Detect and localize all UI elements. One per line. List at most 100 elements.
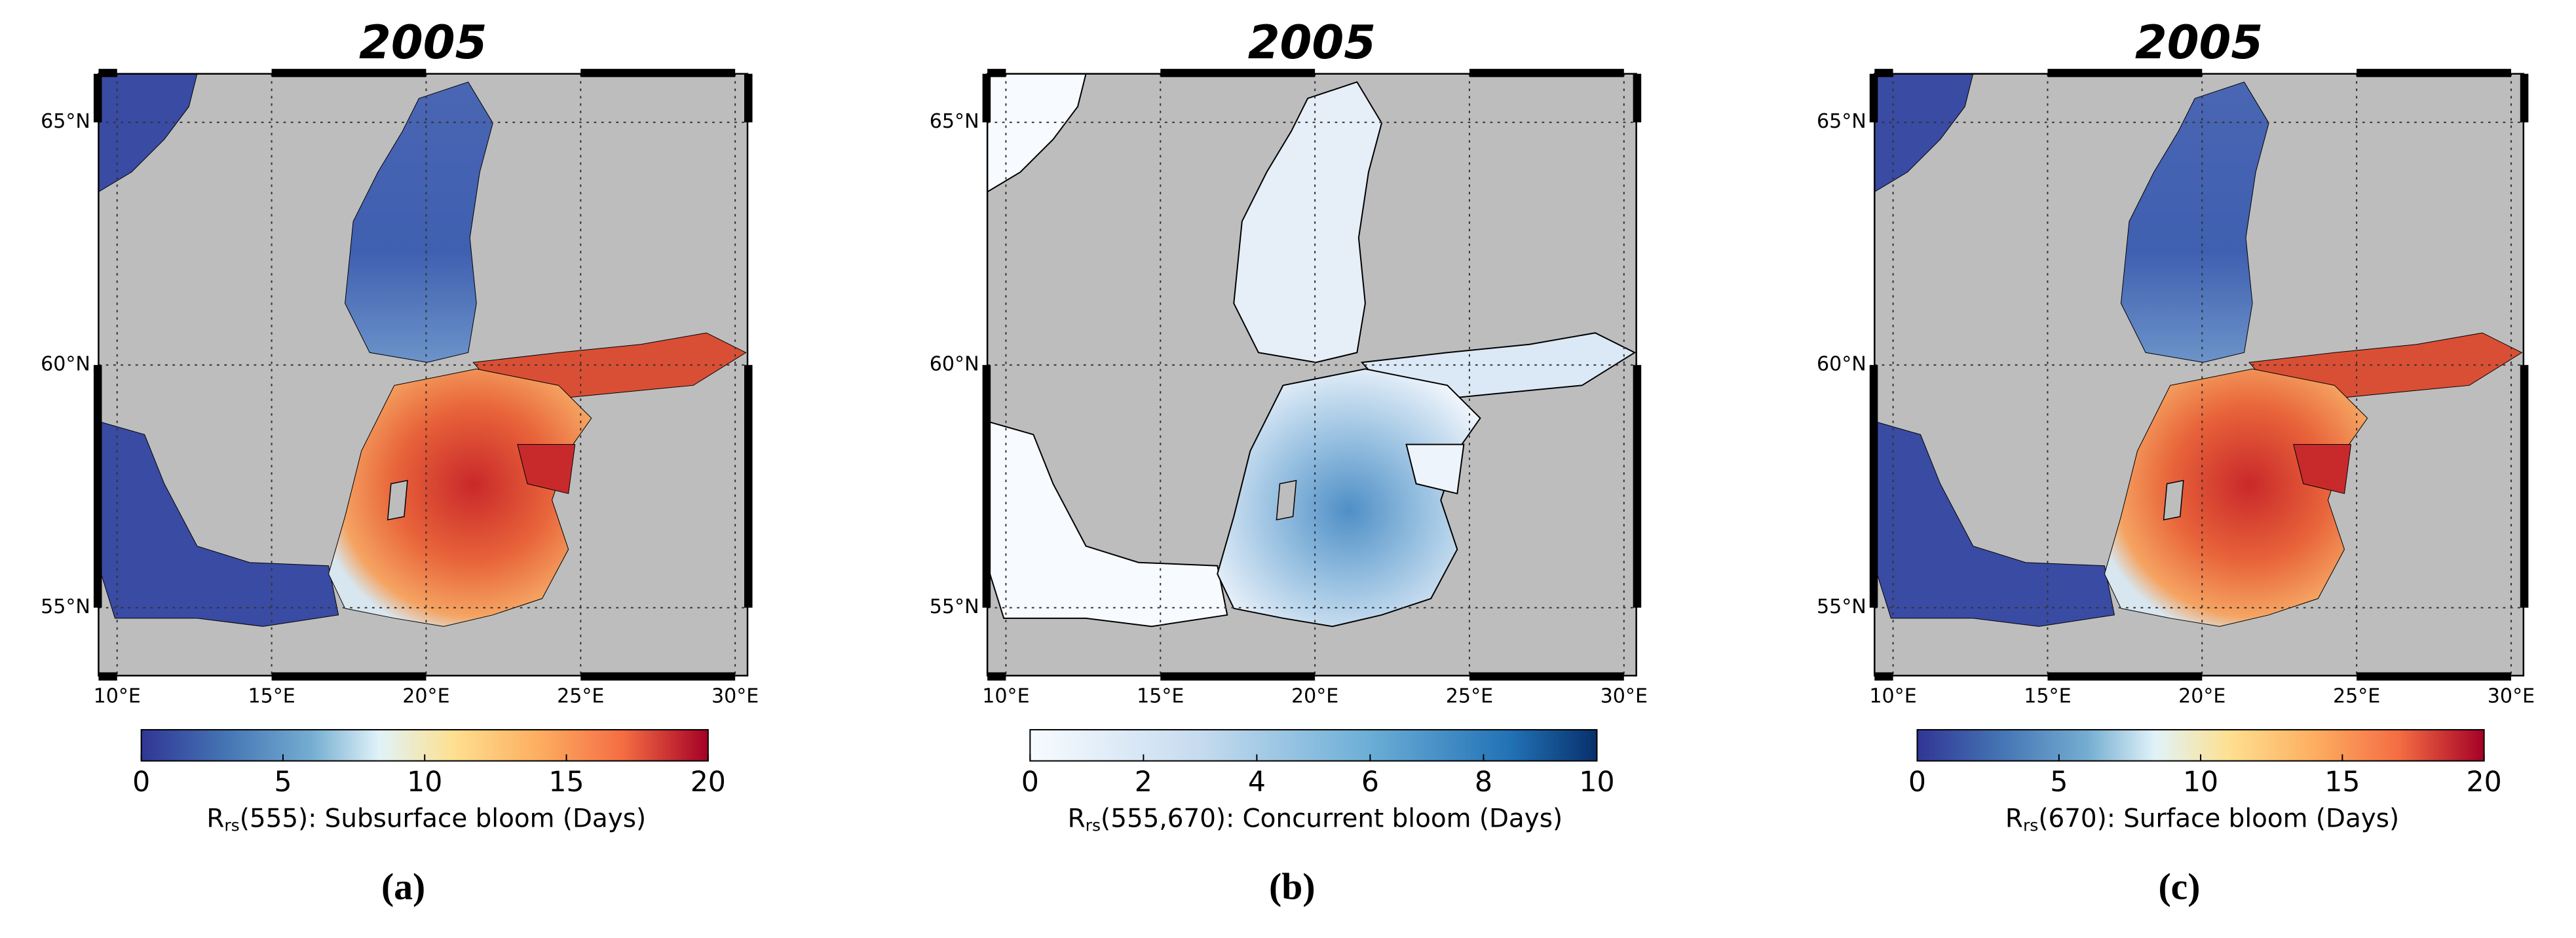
colorbar-tick-label: 0 [1021, 766, 1039, 798]
x-tick-label: 20°E [1291, 685, 1338, 708]
sea-region [2120, 81, 2269, 363]
border-bar [1869, 73, 1878, 122]
x-tick-label: 30°E [711, 685, 759, 708]
border-bar [1160, 672, 1316, 681]
x-tick-label: 25°E [2333, 685, 2380, 708]
x-tick-label: 30°E [2488, 685, 2535, 708]
panel-label: (b) [1269, 867, 1315, 908]
colorbar-label: Rrs(555,670): Concurrent bloom (Days) [1068, 804, 1563, 835]
colorbar-tick-label: 10 [2183, 766, 2218, 798]
colorbar-tick-label: 2 [1135, 766, 1152, 798]
x-tick-label: 15°E [248, 685, 295, 708]
y-tick-label: 65°N [41, 110, 90, 133]
colorbar-tick-label: 10 [407, 766, 442, 798]
panel-label: (c) [2158, 867, 2200, 908]
border-bar [580, 69, 736, 77]
y-tick-label: 65°N [1817, 110, 1866, 133]
sea-region [1233, 81, 1383, 364]
border-bar [2047, 672, 2203, 681]
island [2163, 479, 2184, 521]
border-bar [987, 672, 1006, 681]
x-tick-label: 15°E [2024, 685, 2071, 708]
border-bar [1633, 73, 1642, 122]
border-bar [744, 73, 753, 122]
border-bar [271, 672, 426, 681]
border-bar [580, 672, 736, 681]
sea-region [345, 81, 493, 363]
label-symbol: R [206, 804, 224, 833]
x-tick-label: 20°E [402, 685, 449, 708]
colorbar-tick-label: 8 [1475, 766, 1492, 798]
sea-region [2104, 368, 2368, 627]
border-bar [1874, 69, 1893, 77]
island [387, 479, 408, 521]
panel: 2005 10°E 15°E 20°E 25°E 30°E 55°N 60°N 65°N 0 2 4 6… [930, 16, 1648, 907]
colorbar-tick-label: 15 [2324, 766, 2360, 798]
sea [98, 73, 747, 627]
border-bar [982, 73, 991, 122]
colorbar-label: Rrs(555): Subsurface bloom (Days) [206, 804, 646, 835]
border-bar [2357, 69, 2511, 77]
sea-region [1217, 368, 1481, 628]
border-bar [1469, 69, 1624, 77]
x-tick-label: 25°E [1446, 685, 1493, 708]
island [1276, 479, 1297, 521]
colorbar-tick-label: 5 [2050, 766, 2068, 798]
sea-region [1874, 421, 2115, 627]
border-bar [93, 73, 102, 122]
x-tick-label: 30°E [1601, 685, 1648, 708]
border-bar [98, 672, 117, 681]
label-subscript: rs [224, 816, 239, 835]
colorbar [1029, 729, 1598, 762]
sea [1874, 73, 2523, 627]
label-subscript: rs [1086, 816, 1101, 835]
sea [987, 73, 1637, 628]
x-tick-label: 15°E [1137, 685, 1184, 708]
x-tick-label: 25°E [557, 685, 604, 708]
y-tick-label: 55°N [1817, 595, 1866, 618]
border-bar [744, 365, 753, 608]
colorbar-label: Rrs(670): Surface bloom (Days) [2005, 804, 2399, 835]
colorbar-tick-label: 5 [274, 766, 292, 798]
x-tick-label: 10°E [94, 685, 141, 708]
border-bar [2047, 69, 2203, 77]
panel-title: 2005 [1248, 16, 1376, 69]
border-bar [93, 365, 102, 608]
y-tick-label: 55°N [930, 595, 979, 618]
colorbar-tick-label: 15 [548, 766, 584, 798]
y-tick-label: 60°N [41, 353, 90, 376]
sea-region [987, 421, 1228, 628]
border-bar [987, 69, 1006, 77]
x-tick-label: 20°E [2178, 685, 2226, 708]
border-bar [98, 69, 117, 77]
sea-region [1405, 443, 1465, 495]
border-bar [1633, 365, 1642, 608]
colorbar-tick-label: 6 [1361, 766, 1379, 798]
label-subscript: rs [2023, 816, 2038, 835]
x-tick-label: 10°E [1869, 685, 1916, 708]
border-bar [2357, 672, 2511, 681]
border-bar [271, 69, 426, 77]
border-bar [1869, 365, 1878, 608]
panel-title: 2005 [359, 16, 487, 69]
panel: 2005 10°E 15°E 20°E 25°E 30°E 55°N 60°N 65°N 0 5 10… [1817, 16, 2535, 907]
border-bar [1469, 672, 1624, 681]
colorbar-tick-label: 0 [1908, 766, 1926, 798]
sea-region [98, 421, 339, 627]
label-text: (555,670): Concurrent bloom (Days) [1101, 804, 1563, 833]
sea-region [517, 443, 576, 495]
sea-region [328, 368, 592, 627]
colorbar-tick-label: 20 [2467, 766, 2502, 798]
label-symbol: R [2005, 804, 2023, 833]
border-bar [982, 365, 991, 608]
y-tick-label: 60°N [1817, 353, 1866, 376]
panel: 2005 10°E 15°E 20°E 25°E 30°E 55°N 60°N 65°N 0 5 10… [41, 16, 759, 907]
colorbar-tick-label: 0 [132, 766, 150, 798]
border-bar [2520, 365, 2529, 608]
panel-label: (a) [381, 867, 425, 908]
label-text: (670): Surface bloom (Days) [2038, 804, 2399, 833]
label-text: (555): Subsurface bloom (Days) [240, 804, 646, 833]
label-symbol: R [1068, 804, 1086, 833]
